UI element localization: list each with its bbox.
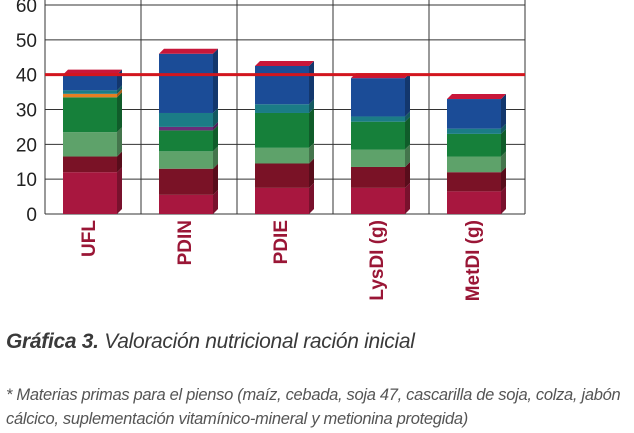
bar-segment (159, 151, 213, 169)
bar-segment (351, 116, 405, 122)
bar-segment-side (501, 123, 506, 134)
bar-segment (255, 147, 309, 164)
bar-segment-side (213, 163, 218, 195)
x-axis-labels: UFL PDIN PDIE LysDI (g) MetDI (g) (79, 220, 484, 302)
bar-segment (63, 97, 117, 133)
bar-segment (255, 163, 309, 188)
bar-segment (255, 65, 309, 105)
bar-segment (63, 156, 117, 173)
bar-segment-side (405, 182, 410, 214)
category-label: LysDI (g) (367, 220, 388, 301)
bar-segment-side (309, 182, 314, 214)
category-label: UFL (79, 220, 100, 257)
bar-segment (63, 132, 117, 157)
bar-segment-side (213, 121, 218, 131)
bar-segment-side (405, 73, 410, 117)
chart-caption: Gráfica 3. Valoración nutricional ración… (6, 330, 415, 354)
bar-segment-side (501, 128, 506, 157)
bar-top-cap (447, 94, 506, 100)
bar-segment (159, 168, 213, 195)
bar-segment-side (213, 107, 218, 127)
y-tick-label: 10 (16, 170, 37, 191)
bar-top-cap (159, 48, 218, 54)
bar-segment (351, 78, 405, 117)
bar-segment-side (309, 60, 314, 105)
bar-segment (63, 74, 117, 91)
bar-top-cap (255, 60, 314, 66)
bar-segment (447, 99, 501, 129)
bar-segment-side (213, 125, 218, 152)
bar-segment-side (213, 48, 218, 113)
chart-footnote: * Materias primas para el pienso (maíz, … (6, 386, 621, 428)
y-tick-label: 40 (16, 66, 37, 87)
category-label: PDIN (175, 220, 196, 265)
bar-segment (255, 112, 309, 148)
bar-segment (447, 172, 501, 192)
bar-segment (63, 90, 117, 94)
bar-segment (351, 187, 405, 214)
category-label: PDIE (271, 220, 292, 264)
bar-segment (447, 128, 501, 134)
caption-text: Valoración nutricional ración inicial (98, 330, 415, 353)
y-tick-label: 60 (16, 0, 37, 17)
y-tick-label: 50 (16, 31, 37, 52)
bar-segment (255, 187, 309, 214)
bar-segment-side (309, 142, 314, 164)
bar-segment-side (405, 161, 410, 188)
bar-segment-side (117, 127, 122, 157)
bar-segment (159, 130, 213, 152)
bar-segment (447, 156, 501, 173)
bar-segment-side (405, 111, 410, 122)
bar-segment-side (405, 116, 410, 150)
bar-segment-side (117, 88, 122, 98)
y-tick-label: 30 (16, 101, 37, 122)
stacked-bar-chart: 0 10 20 30 40 50 60 UFL PDIN PDIE LysDI (g) MetDI … (16, 0, 526, 302)
y-tick-label: 20 (16, 135, 37, 156)
bar-segment-side (405, 144, 410, 167)
bar-segment-side (117, 85, 122, 94)
category-label: MetDI (g) (463, 220, 484, 301)
bar-segment (351, 166, 405, 188)
bar-segment (159, 112, 213, 127)
bar-segment (447, 133, 501, 157)
bar-segment-side (117, 167, 122, 214)
bar-segment (447, 191, 501, 214)
bar-segment (255, 104, 309, 113)
bar-segment (159, 53, 213, 113)
bar-segment-side (501, 186, 506, 214)
y-tick-label: 0 (26, 205, 37, 226)
bar-segment-side (213, 146, 218, 169)
bar-segment-side (117, 151, 122, 173)
bar-segment-side (309, 99, 314, 113)
bar-segment (63, 172, 117, 214)
bar-segment (351, 149, 405, 167)
bar-segment (159, 194, 213, 214)
bar-segment-side (501, 94, 506, 129)
bar-segment-side (117, 92, 122, 133)
bar-segment (159, 126, 213, 131)
y-axis-ticks: 0 10 20 30 40 50 60 (16, 0, 37, 226)
bar-segment-side (309, 158, 314, 188)
bars (63, 48, 506, 214)
bar-segment-side (309, 107, 314, 148)
bar-segment (351, 121, 405, 150)
caption-bold: Gráfica 3. (6, 330, 99, 353)
bar-segment-side (501, 151, 506, 173)
bar-segment-side (501, 167, 506, 192)
bar-segment (63, 93, 117, 98)
bar-segment-side (213, 189, 218, 214)
